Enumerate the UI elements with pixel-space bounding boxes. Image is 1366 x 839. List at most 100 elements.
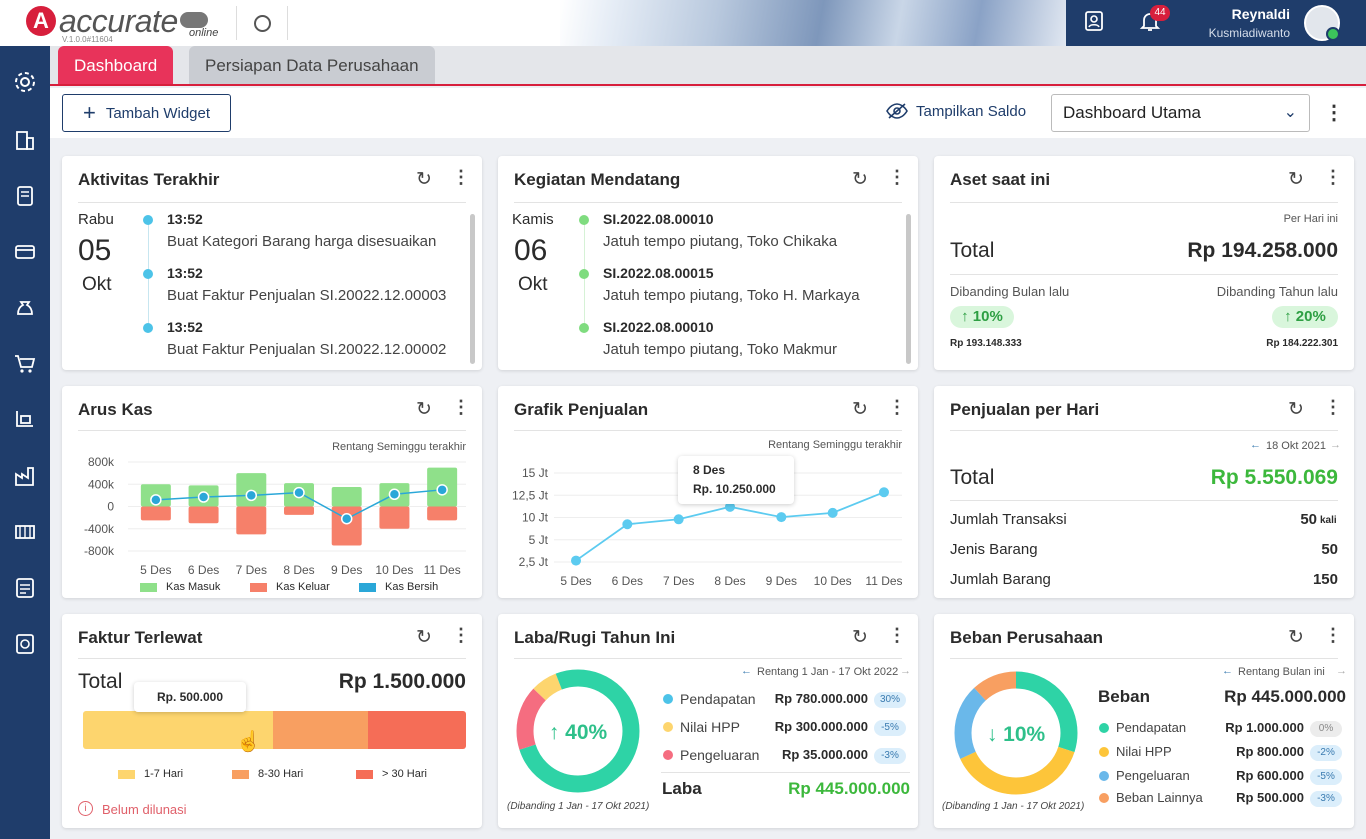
more-options-icon[interactable]: ⋮ [1324,625,1342,645]
more-options-icon[interactable]: ⋮ [1324,102,1344,124]
refresh-icon[interactable]: ↻ [1288,169,1304,190]
dashboard-select[interactable]: Dashboard Utama ⌄ [1051,94,1310,132]
day-number: 06 [514,234,548,267]
refresh-icon[interactable]: ↻ [1288,627,1304,648]
money-bag-icon[interactable] [10,296,40,326]
refresh-icon[interactable]: ↻ [416,169,432,190]
report-icon[interactable] [10,632,40,662]
x-tick-label: 7 Des [236,563,267,577]
timeline-dot [579,323,589,333]
activity-text[interactable]: Buat Kategori Barang harga disesuaikan [167,233,437,250]
refresh-icon[interactable]: ↻ [852,399,868,420]
refresh-icon[interactable]: ↻ [852,627,868,648]
app-logo[interactable]: A accurate [26,5,208,37]
aging-bar[interactable] [83,711,466,749]
card-penjualan-per-hari: Penjualan per Hari ↻ ⋮ ← 18 Okt 2021 → T… [934,386,1354,598]
activity-text[interactable]: Buat Faktur Penjualan SI.20022.12.00002 [167,341,447,358]
more-options-icon[interactable]: ⋮ [1324,167,1342,187]
series-dot [1099,771,1109,781]
gear-icon[interactable] [10,70,40,100]
status-circle-button[interactable] [254,15,271,32]
card-icon[interactable] [10,240,40,270]
refresh-icon[interactable]: ↻ [1288,399,1304,420]
next-date-icon[interactable]: → [1330,439,1341,451]
tab-dashboard[interactable]: Dashboard [58,46,174,84]
header-banner [560,0,1080,46]
arus-kas-chart: 800k 400k 0 -400k -800k 5 Des 6 Des 7 Des 8 Des 9… [84,455,466,577]
more-options-icon[interactable]: ⋮ [452,167,470,187]
ledger-icon[interactable] [10,184,40,214]
activity-text[interactable]: Buat Faktur Penjualan SI.20022.12.00003 [167,287,447,304]
divider [661,772,910,773]
more-options-icon[interactable]: ⋮ [888,625,906,645]
card-grafik-penjualan: Grafik Penjualan ↻ ⋮ Rentang Seminggu te… [498,386,918,598]
month-label: Okt [82,274,112,295]
add-widget-button[interactable]: + Tambah Widget [62,94,231,132]
tax-icon[interactable] [10,576,40,606]
next-range-icon[interactable]: → [1336,665,1347,677]
range-label: Rentang 1 Jan - 17 Okt 2022 [757,666,899,678]
activity-time: 13:52 [167,211,203,227]
event-code[interactable]: SI.2022.08.00015 [603,265,714,281]
inventory-icon[interactable] [10,520,40,550]
compare-month-label: Dibanding Bulan lalu [950,284,1070,299]
refresh-icon[interactable]: ↻ [416,627,432,648]
refresh-icon[interactable]: ↻ [852,169,868,190]
day-number: 05 [78,234,112,267]
unpaid-note[interactable]: Belum dilunasi [102,802,187,817]
avatar[interactable] [1304,5,1340,41]
more-options-icon[interactable]: ⋮ [1324,397,1342,417]
show-balance-toggle[interactable]: Tampilkan Saldo [886,102,1026,120]
tab-persiapan-data[interactable]: Persiapan Data Perusahaan [189,46,435,84]
refresh-icon[interactable]: ↻ [416,399,432,420]
row-label: Nilai HPP [680,719,740,735]
contact-book-icon[interactable] [1081,10,1107,36]
day-label: Rabu [78,211,114,228]
building-icon[interactable] [10,128,40,158]
divider [78,202,466,203]
show-balance-label: Tampilkan Saldo [916,102,1027,120]
x-tick-label: 10 Des [375,563,413,577]
aging-segment[interactable] [272,711,369,749]
prev-range-icon[interactable]: ← [1222,665,1233,677]
kas-bersih-point [150,494,162,506]
event-code[interactable]: SI.2022.08.00010 [603,319,714,335]
total-label: Total [950,466,995,489]
tooltip-value: Rp. 10.250.000 [693,482,776,496]
user-last-name[interactable]: Kusmiadiwanto [1208,26,1290,40]
cursor-hand-icon: ☝ [236,731,261,753]
y-tick-label: 0 [107,500,114,514]
toolbar: + Tambah Widget Tampilkan Saldo Dashboar… [50,88,1366,138]
card-aktivitas-terakhir: Aktivitas Terakhir ↻ ⋮ Rabu 05 Okt 13:52… [62,156,482,370]
donut-center-label: ↑ 40% [548,721,608,744]
next-range-icon[interactable]: → [900,665,911,677]
scrollbar[interactable] [470,214,475,364]
period-label: Per Hari ini [1283,213,1338,225]
series-dot [1099,723,1109,733]
chart-tooltip: 8 Des Rp. 10.250.000 [678,456,794,504]
series-dot [1099,793,1109,803]
more-options-icon[interactable]: ⋮ [888,397,906,417]
row-value: 50 [1321,541,1338,558]
more-options-icon[interactable]: ⋮ [888,167,906,187]
prev-date-icon[interactable]: ← [1250,439,1261,451]
sales-point [673,514,684,525]
laba-value: Rp 445.000.000 [788,779,910,798]
event-code[interactable]: SI.2022.08.00010 [603,211,714,227]
cart-icon[interactable] [10,352,40,382]
total-value: Rp 1.500.000 [338,670,466,693]
user-first-name[interactable]: Reynaldi [1231,6,1290,22]
bar-kas-keluar [427,506,458,521]
more-options-icon[interactable]: ⋮ [452,397,470,417]
prev-range-icon[interactable]: ← [741,665,752,677]
more-options-icon[interactable]: ⋮ [452,625,470,645]
aging-segment[interactable] [368,711,466,749]
total-label: Total [950,239,995,262]
range-label: Rentang Seminggu terakhir [332,441,466,453]
factory-icon[interactable] [10,464,40,494]
trolley-icon[interactable] [10,408,40,438]
scrollbar[interactable] [906,214,911,364]
card-title: Penjualan per Hari [950,400,1100,419]
aging-segment[interactable] [83,711,273,749]
compare-label: (Dibanding 1 Jan - 17 Okt 2021) [942,801,1085,812]
